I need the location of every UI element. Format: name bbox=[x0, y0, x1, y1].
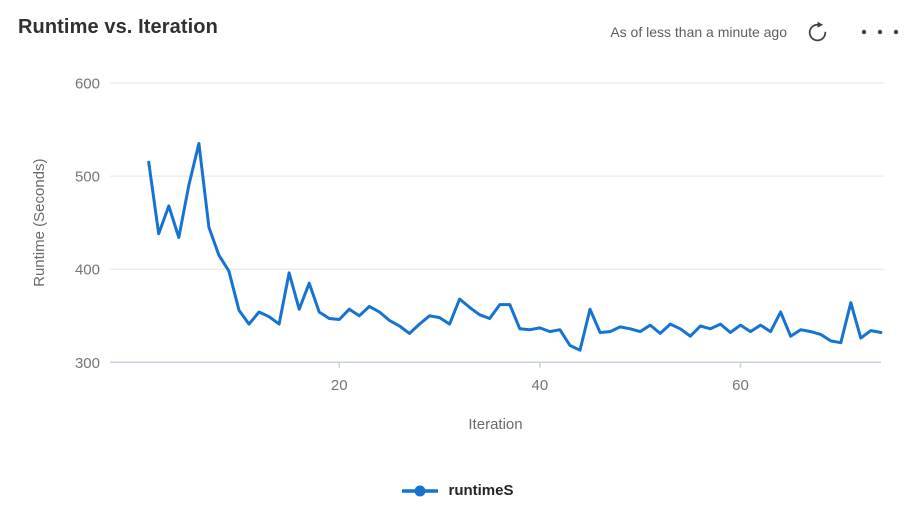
legend: runtimeS bbox=[0, 482, 914, 499]
refresh-icon bbox=[808, 21, 827, 42]
y-tick-label: 600 bbox=[75, 76, 100, 93]
legend-line-marker-icon bbox=[402, 485, 439, 496]
refresh-button[interactable] bbox=[803, 17, 832, 46]
x-tick-label: 20 bbox=[331, 377, 348, 394]
chart-header: Runtime vs. Iteration As of less than a … bbox=[0, 0, 914, 55]
legend-item-runtimeS[interactable]: runtimeS bbox=[400, 482, 514, 499]
x-tick-label: 40 bbox=[532, 377, 549, 394]
header-actions: As of less than a minute ago bbox=[610, 17, 904, 46]
x-axis-title: Iteration bbox=[468, 416, 522, 433]
legend-label: runtimeS bbox=[448, 482, 514, 499]
more-options-button[interactable] bbox=[856, 18, 904, 46]
line-chart[interactable]: Runtime (Seconds) Iteration 300 400 500 600… bbox=[0, 55, 914, 455]
y-tick-label: 500 bbox=[75, 169, 100, 186]
y-tick-label: 400 bbox=[75, 262, 100, 279]
y-tick-label: 300 bbox=[75, 355, 100, 372]
more-horizontal-icon bbox=[861, 29, 899, 34]
last-refresh-text: As of less than a minute ago bbox=[610, 23, 787, 40]
data-line-runtimeS[interactable] bbox=[147, 142, 883, 352]
x-tick-label: 60 bbox=[732, 377, 749, 394]
y-axis-title: Runtime (Seconds) bbox=[31, 159, 48, 287]
chart-title: Runtime vs. Iteration bbox=[18, 16, 218, 38]
